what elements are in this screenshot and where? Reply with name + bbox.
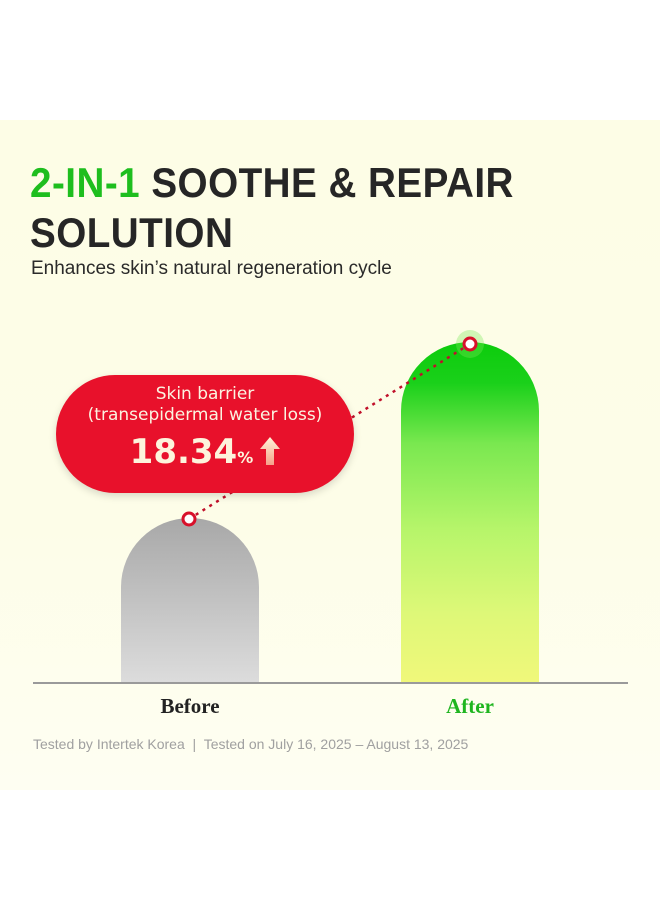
callout-label-1: Skin barrier — [155, 384, 255, 404]
before-marker — [181, 511, 197, 527]
callout-bubble: Skin barrier (transepidermal water loss)… — [56, 375, 354, 493]
callout-label-2: (transepidermal water loss) — [87, 405, 323, 425]
x-label-before: Before — [160, 694, 220, 718]
callout-unit: % — [237, 448, 254, 467]
x-axis-line — [33, 682, 628, 684]
callout-value: 18.34 — [129, 432, 238, 472]
title-rest: SOOTHE & REPAIR SOLUTION — [30, 159, 514, 256]
title-accent: 2-IN-1 — [30, 159, 141, 206]
footnote: Tested by Intertek Korea | Tested on Jul… — [33, 736, 469, 752]
subtitle: Enhances skin’s natural regeneration cyc… — [31, 258, 392, 279]
page-title: 2-IN-1 SOOTHE & REPAIR SOLUTION — [30, 158, 610, 258]
arrow-up-icon — [260, 437, 281, 465]
bar-before — [121, 518, 259, 682]
after-marker — [462, 336, 478, 352]
bar-after — [401, 342, 539, 682]
x-label-after: After — [446, 694, 494, 718]
